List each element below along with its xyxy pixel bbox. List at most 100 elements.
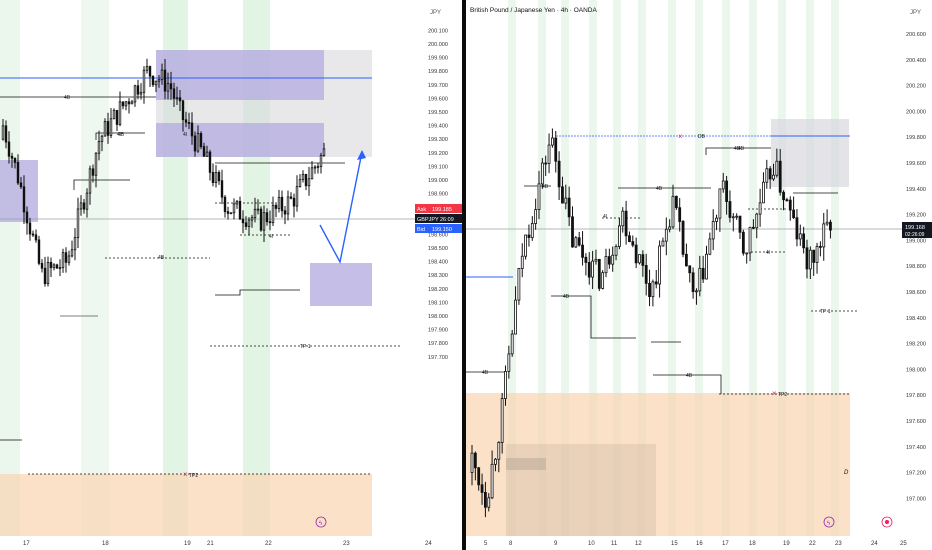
candle-body[interactable] — [226, 211, 230, 214]
candle-body[interactable] — [94, 152, 98, 176]
candle-body[interactable] — [196, 133, 200, 152]
candle-body[interactable] — [631, 241, 635, 246]
candle-body[interactable] — [301, 174, 305, 180]
candle-body[interactable] — [634, 244, 638, 264]
supply-zone-gray[interactable] — [771, 119, 849, 187]
candle-body[interactable] — [217, 172, 221, 182]
candle-body[interactable] — [751, 226, 755, 229]
candle-body[interactable] — [654, 281, 658, 285]
right-time-axis[interactable] — [466, 536, 932, 550]
candle-body[interactable] — [547, 144, 551, 164]
candle-body[interactable] — [193, 135, 197, 152]
candle-body[interactable] — [292, 197, 296, 207]
candle-body[interactable] — [561, 186, 564, 204]
inner-demand-zone[interactable] — [506, 444, 656, 536]
candle-body[interactable] — [253, 208, 257, 219]
candle-body[interactable] — [43, 267, 47, 285]
candle-body[interactable] — [34, 234, 38, 241]
candle-body[interactable] — [181, 100, 185, 121]
candle-body[interactable] — [166, 83, 170, 92]
target-zone-purple[interactable] — [310, 263, 372, 306]
candle-body[interactable] — [130, 101, 134, 105]
right-chart-pane[interactable]: British Pound / Japanese Yen · 4h · OAND… — [466, 0, 932, 550]
candle-body[interactable] — [775, 160, 779, 176]
candle-body[interactable] — [691, 272, 695, 292]
candle-body[interactable] — [490, 463, 494, 499]
left-price-axis[interactable] — [425, 0, 462, 550]
candle-body[interactable] — [795, 217, 799, 240]
candle-body[interactable] — [223, 196, 227, 213]
candle-body[interactable] — [617, 225, 621, 247]
candle-body[interactable] — [728, 201, 732, 218]
candle-body[interactable] — [214, 172, 218, 184]
candle-body[interactable] — [802, 233, 806, 249]
candle-body[interactable] — [208, 151, 212, 173]
candle-body[interactable] — [136, 85, 140, 95]
candle-body[interactable] — [187, 121, 191, 124]
pane-divider[interactable] — [462, 0, 466, 550]
candle-body[interactable] — [701, 267, 705, 280]
candle-body[interactable] — [597, 258, 601, 289]
candle-body[interactable] — [624, 210, 628, 237]
candle-body[interactable] — [316, 165, 320, 168]
candle-body[interactable] — [67, 255, 71, 263]
candle-body[interactable] — [527, 234, 531, 238]
candle-body[interactable] — [530, 223, 534, 238]
candle-body[interactable] — [298, 179, 302, 188]
candle-body[interactable] — [785, 199, 789, 202]
candle-body[interactable] — [604, 256, 608, 274]
candle-body[interactable] — [274, 204, 278, 209]
candle-body[interactable] — [758, 202, 762, 215]
candle-body[interactable] — [22, 186, 26, 213]
candle-body[interactable] — [268, 221, 272, 224]
candle-body[interactable] — [537, 183, 541, 210]
candle-body[interactable] — [271, 204, 275, 224]
candle-body[interactable] — [577, 237, 581, 246]
candle-body[interactable] — [705, 253, 708, 280]
candle-body[interactable] — [145, 66, 149, 71]
candle-body[interactable] — [792, 209, 796, 219]
candle-body[interactable] — [1, 125, 5, 140]
candle-body[interactable] — [829, 221, 832, 231]
candle-body[interactable] — [10, 155, 14, 159]
candle-body[interactable] — [16, 162, 20, 184]
candle-body[interactable] — [688, 265, 692, 274]
candle-body[interactable] — [151, 75, 155, 86]
right-price-axis[interactable] — [902, 0, 932, 550]
candle-body[interactable] — [118, 101, 122, 125]
candle-body[interactable] — [778, 160, 782, 193]
right-chart-canvas[interactable]: British Pound / Japanese Yen · 4h · OAND… — [466, 0, 932, 550]
candle-body[interactable] — [684, 253, 688, 267]
candle-body[interactable] — [235, 200, 239, 205]
candle-body[interactable] — [648, 282, 651, 298]
candle-body[interactable] — [621, 210, 625, 227]
candle-body[interactable] — [554, 137, 558, 162]
candle-body[interactable] — [494, 458, 497, 465]
candle-body[interactable] — [487, 497, 491, 508]
candle-body[interactable] — [160, 69, 164, 81]
candle-body[interactable] — [715, 217, 718, 222]
candle-body[interactable] — [762, 181, 765, 204]
candle-body[interactable] — [244, 222, 248, 227]
candle-body[interactable] — [85, 192, 89, 210]
candle-body[interactable] — [483, 492, 487, 508]
candle-body[interactable] — [310, 167, 314, 180]
candle-body[interactable] — [735, 215, 739, 218]
candle-body[interactable] — [79, 202, 83, 210]
candle-body[interactable] — [283, 210, 287, 215]
candle-body[interactable] — [88, 168, 92, 194]
candle-body[interactable] — [109, 118, 113, 136]
bid-tag[interactable] — [415, 224, 462, 233]
candle-body[interactable] — [641, 254, 645, 266]
candle-body[interactable] — [286, 196, 290, 215]
candle-body[interactable] — [70, 249, 74, 257]
candle-body[interactable] — [238, 200, 242, 220]
candle-body[interactable] — [628, 235, 631, 243]
candle-body[interactable] — [698, 267, 702, 292]
candle-body[interactable] — [319, 155, 323, 167]
candle-body[interactable] — [514, 299, 517, 335]
candle-body[interactable] — [115, 109, 119, 125]
candle-body[interactable] — [142, 69, 146, 93]
candle-body[interactable] — [524, 234, 527, 257]
candle-body[interactable] — [31, 233, 35, 236]
